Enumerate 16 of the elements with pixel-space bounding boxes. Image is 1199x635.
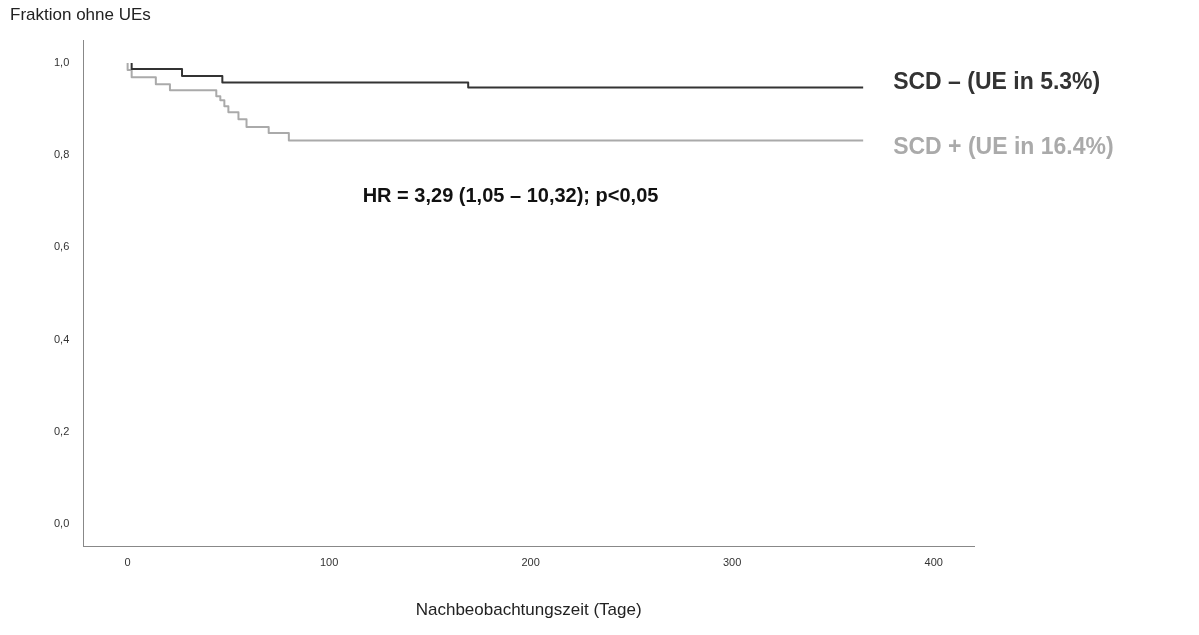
y-tick-label: 0,6 bbox=[53, 240, 70, 253]
y-axis-title: Fraktion ohne UEs bbox=[10, 5, 151, 24]
y-tick-label: 0,0 bbox=[53, 516, 70, 529]
y-tick-label: 0,8 bbox=[53, 148, 70, 161]
x-tick-label: 400 bbox=[924, 556, 943, 569]
x-tick-label: 100 bbox=[319, 556, 339, 569]
x-tick-label: 0 bbox=[124, 556, 131, 569]
x-tick-label: 200 bbox=[521, 556, 540, 569]
series-label: SCD – (UE in 5.3%) bbox=[893, 67, 1101, 94]
series-label: SCD + (UE in 16.4%) bbox=[893, 132, 1114, 159]
y-tick-label: 0,2 bbox=[53, 424, 70, 437]
y-tick-label: 1,0 bbox=[53, 56, 70, 69]
annotation: HR = 3,29 (1,05 – 10,32); p<0,05 bbox=[362, 184, 659, 207]
x-tick-label: 300 bbox=[723, 556, 742, 569]
x-axis-title: Nachbeobachtungszeit (Tage) bbox=[415, 600, 642, 619]
y-tick-label: 0,4 bbox=[53, 332, 70, 345]
